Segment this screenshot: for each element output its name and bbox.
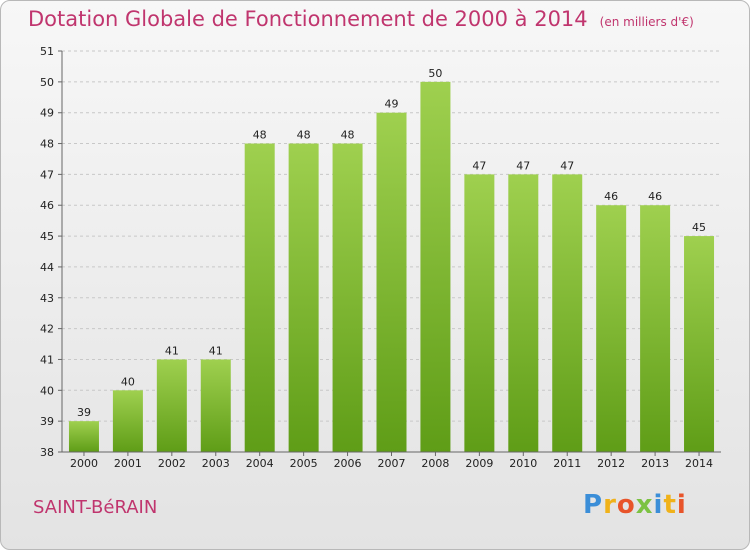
x-tick-label-2001: 2001 <box>114 457 142 470</box>
bars: 39 40 41 41 48 48 48 49 50 47 47 47 46 46 45 <box>68 67 715 453</box>
x-axis: 2000 2001 2002 2003 2004 2005 2006 2007 2008 2009… <box>62 451 721 470</box>
data-label-2003: 41 <box>209 344 223 357</box>
data-label-2004: 48 <box>253 129 267 142</box>
x-tick-label-2005: 2005 <box>290 457 318 470</box>
bar-2007[interactable] <box>376 112 407 452</box>
commune-name: SAINT-BéRAIN <box>33 497 158 518</box>
x-tick-label-2002: 2002 <box>158 457 186 470</box>
data-label-2008: 50 <box>428 67 442 80</box>
logo-letter: o <box>616 490 636 520</box>
y-tick-label: 51 <box>40 45 54 58</box>
x-tick-label-2010: 2010 <box>509 457 537 470</box>
x-tick-label-2003: 2003 <box>202 457 230 470</box>
logo-letter: x <box>635 490 654 520</box>
bar-2001[interactable] <box>112 390 143 452</box>
logo-letter: i <box>676 490 687 520</box>
data-label-2009: 47 <box>472 159 486 172</box>
chart-unit: (en milliers d'€) <box>599 15 694 29</box>
bar-2012[interactable] <box>596 205 627 452</box>
y-tick-label: 38 <box>40 446 54 459</box>
bar-2008[interactable] <box>420 81 451 452</box>
bar-2002[interactable] <box>156 359 187 452</box>
y-tick-label: 42 <box>40 323 54 336</box>
bar-2013[interactable] <box>640 205 671 452</box>
data-label-2014: 45 <box>692 221 706 234</box>
x-tick-label-2004: 2004 <box>246 457 274 470</box>
y-tick-label: 45 <box>40 230 54 243</box>
bar-2004[interactable] <box>244 143 275 453</box>
x-tick-label-2007: 2007 <box>378 457 406 470</box>
x-tick-label-2000: 2000 <box>70 457 98 470</box>
data-label-2005: 48 <box>297 129 311 142</box>
y-tick-label: 41 <box>40 353 54 366</box>
y-tick-label: 40 <box>40 384 54 397</box>
x-tick-label-2009: 2009 <box>465 457 493 470</box>
data-label-2002: 41 <box>165 344 179 357</box>
proxiti-logo[interactable]: Proxiti <box>583 490 687 520</box>
data-label-2011: 47 <box>560 159 574 172</box>
y-tick-label: 47 <box>40 168 54 181</box>
logo-letter: t <box>663 490 677 520</box>
x-tick-label-2008: 2008 <box>421 457 449 470</box>
x-tick-label-2013: 2013 <box>641 457 669 470</box>
data-label-2007: 49 <box>385 98 399 111</box>
logo-letter: r <box>603 490 617 520</box>
data-label-2010: 47 <box>516 159 530 172</box>
data-label-2001: 40 <box>121 375 135 388</box>
data-label-2013: 46 <box>648 190 662 203</box>
y-tick-label: 48 <box>40 138 54 151</box>
bar-2006[interactable] <box>332 143 363 453</box>
bar-2000[interactable] <box>68 421 99 452</box>
y-tick-label: 46 <box>40 199 54 212</box>
y-tick-label: 50 <box>40 76 54 89</box>
y-tick-label: 44 <box>40 261 54 274</box>
logo-letter: i <box>653 490 664 520</box>
data-label-2012: 46 <box>604 190 618 203</box>
y-tick-label: 49 <box>40 107 54 120</box>
bar-2009[interactable] <box>464 174 495 452</box>
y-tick-label: 39 <box>40 415 54 428</box>
data-label-2006: 48 <box>341 129 355 142</box>
x-tick-label-2012: 2012 <box>597 457 625 470</box>
chart-title-text: Dotation Globale de Fonctionnement de 20… <box>28 7 588 31</box>
chart-title: Dotation Globale de Fonctionnement de 20… <box>28 7 694 31</box>
bar-2005[interactable] <box>288 143 319 453</box>
bar-2010[interactable] <box>508 174 539 452</box>
y-tick-label: 43 <box>40 292 54 305</box>
data-label-2000: 39 <box>77 406 91 419</box>
x-tick-label-2014: 2014 <box>685 457 713 470</box>
bar-2003[interactable] <box>200 359 231 452</box>
x-tick-label-2011: 2011 <box>553 457 581 470</box>
bar-2011[interactable] <box>552 174 583 452</box>
bar-2014[interactable] <box>684 236 715 452</box>
y-axis: 38 39 40 41 42 43 44 45 46 47 48 49 50 51 <box>40 45 63 459</box>
logo-letter: P <box>583 490 604 520</box>
x-tick-label-2006: 2006 <box>334 457 362 470</box>
